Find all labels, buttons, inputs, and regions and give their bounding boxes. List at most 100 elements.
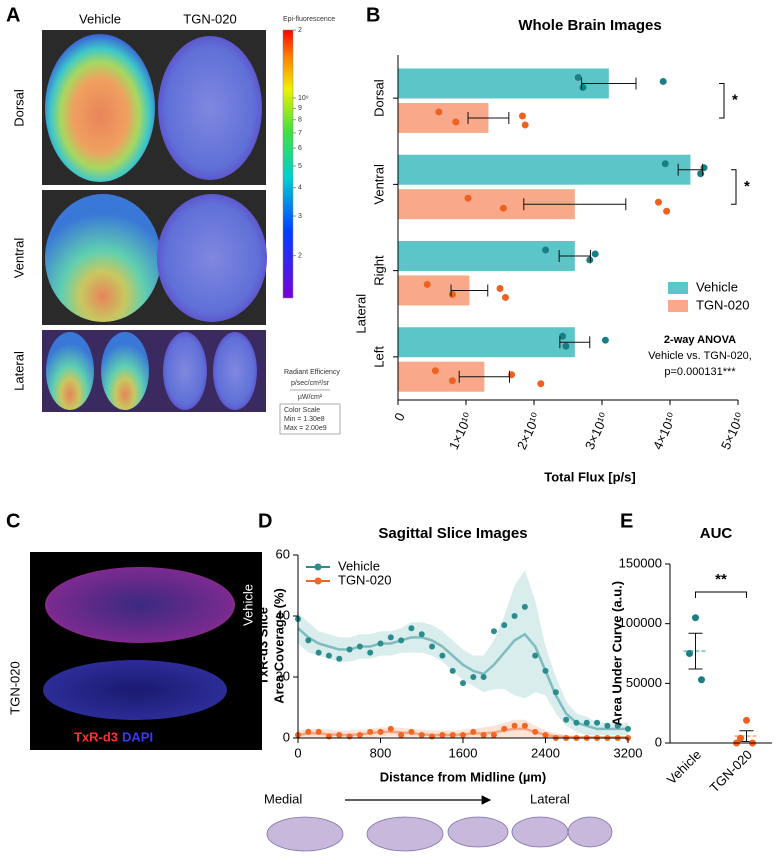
data-point: [408, 625, 415, 632]
data-point: [579, 83, 587, 91]
data-point: [521, 722, 528, 729]
y-tick-label: 100000: [619, 615, 662, 630]
legend-label: TGN-020: [696, 297, 749, 312]
data-point: [315, 649, 322, 656]
data-point: [692, 614, 699, 622]
y-axis-label: Area Under Curve (a.u.): [609, 581, 624, 726]
error-bar: [450, 284, 489, 297]
error-bar: [688, 632, 703, 670]
data-point: [594, 719, 601, 726]
data-point: [448, 290, 456, 298]
chart-title: AUC: [700, 525, 733, 542]
colorbar-tick-label: 3: [298, 213, 302, 220]
data-point: [511, 722, 518, 729]
x-tick-label: 3×10¹⁰: [582, 410, 612, 452]
data-point: [439, 652, 446, 659]
data-point: [601, 336, 609, 344]
color-scale: Max = 2.00e9: [284, 425, 327, 432]
data-point: [377, 728, 384, 735]
y-tick-label: Dorsal: [371, 79, 386, 117]
data-point: [367, 728, 374, 735]
x-tick-label: 2×10¹⁰: [514, 410, 544, 452]
footer-label: Medial: [264, 791, 302, 806]
data-point: [346, 733, 353, 740]
colorbar-tick-label: 2: [298, 253, 302, 260]
row-label: Dorsal: [11, 89, 26, 127]
x-tick-label: 0: [391, 410, 408, 423]
data-point: [490, 628, 497, 635]
data-point: [562, 342, 570, 350]
y-tick-label: 50000: [626, 675, 662, 690]
data-point: [356, 643, 363, 650]
colorbar-tick-label: 2: [298, 27, 302, 34]
significance-label: *: [732, 92, 738, 109]
data-point: [532, 728, 539, 735]
panel-letter: A: [6, 4, 20, 26]
y-tick-label: Left: [371, 346, 386, 368]
stain-label: TxR-d3: [74, 729, 118, 744]
colorbar-label: Radiant Efficiency: [284, 369, 340, 376]
x-tick-label: 5×10¹⁰: [718, 410, 748, 452]
data-point: [448, 377, 456, 385]
x-tick-label: Vehicle: [664, 747, 704, 787]
y-tick-label: 0: [655, 734, 662, 749]
error-bar: [581, 77, 637, 90]
fit-line: [297, 627, 628, 731]
row-label: Vehicle: [240, 584, 255, 626]
significance-label: *: [744, 178, 750, 195]
data-point: [418, 731, 425, 738]
data-point: [496, 284, 504, 292]
significance-bracket: [719, 82, 725, 119]
data-point: [325, 733, 332, 740]
data-point: [315, 728, 322, 735]
x-tick-label: 4×10¹⁰: [650, 410, 680, 452]
data-point: [737, 734, 744, 742]
data-point: [423, 280, 431, 288]
data-point: [470, 728, 477, 735]
data-point: [377, 640, 384, 647]
x-axis-label: Total Flux [p/s]: [544, 469, 635, 484]
y-tick-label: 0: [283, 729, 290, 744]
data-point: [499, 204, 507, 212]
y-tick-label: 60: [276, 546, 290, 561]
bar: [398, 68, 609, 99]
y-tick-label: 40: [276, 607, 290, 622]
data-point: [490, 731, 497, 738]
color-scale: Color Scale: [284, 407, 320, 414]
data-point: [429, 733, 436, 740]
colorbar-tick-label: 8: [298, 117, 302, 124]
x-tick-label: 0: [294, 745, 301, 760]
legend-label: Vehicle: [696, 279, 738, 294]
x-tick-label: 800: [370, 745, 392, 760]
colorbar-tick-label: 6: [298, 145, 302, 152]
colorbar-tick-label: 7: [298, 130, 302, 137]
legend-label: TGN-020: [338, 572, 391, 587]
data-point: [521, 121, 529, 129]
data-point: [439, 731, 446, 738]
error-bar: [558, 249, 591, 262]
data-point: [398, 637, 405, 644]
chart-title: Sagittal Slice Images: [378, 525, 527, 542]
error-bar: [559, 336, 591, 349]
data-point: [625, 725, 631, 732]
group-label: Lateral: [353, 294, 368, 334]
data-point: [614, 722, 621, 729]
data-point: [552, 689, 559, 696]
chart-title: Whole Brain Images: [518, 17, 661, 34]
data-point: [449, 667, 456, 674]
data-point: [336, 731, 343, 738]
x-tick-label: 1600: [449, 745, 478, 760]
data-point: [460, 731, 466, 738]
footer-label: Lateral: [530, 791, 570, 806]
x-tick-label: TGN-020: [707, 747, 755, 795]
data-point: [574, 73, 582, 81]
data-point: [563, 716, 570, 723]
data-point: [452, 118, 460, 126]
bar: [398, 240, 575, 271]
data-point: [305, 728, 312, 735]
data-point: [408, 728, 415, 735]
data-point: [305, 637, 312, 644]
data-point: [542, 731, 549, 738]
panel-letter: C: [6, 510, 20, 532]
